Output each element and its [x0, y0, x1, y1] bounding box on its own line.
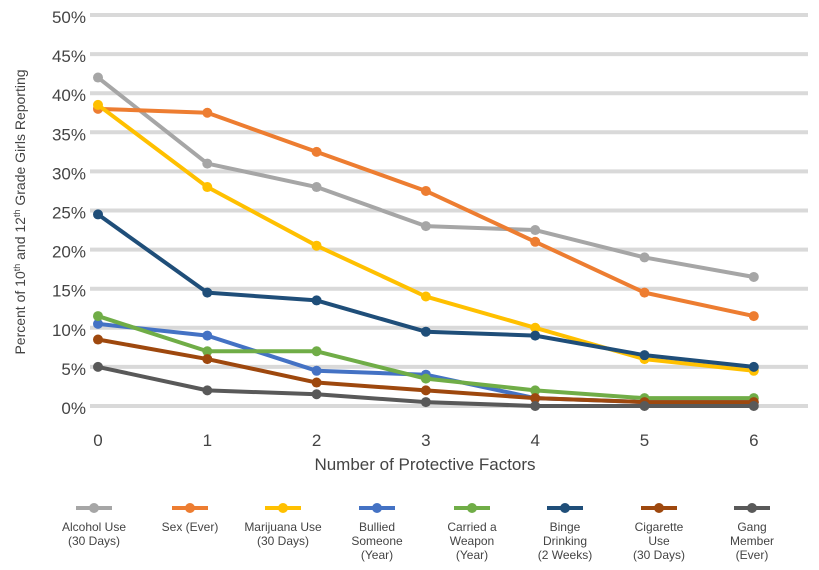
- data-point: [93, 361, 103, 372]
- series-lines: [93, 72, 759, 411]
- data-point: [420, 185, 431, 196]
- legend-swatch: [265, 503, 301, 513]
- y-tick-label: 15%: [52, 282, 86, 301]
- data-point: [311, 365, 322, 376]
- data-point: [202, 107, 213, 118]
- data-point: [639, 401, 650, 411]
- legend-label: Bullied Someone (Year): [351, 520, 403, 562]
- data-point: [748, 311, 759, 322]
- y-tick-label: 25%: [52, 204, 86, 223]
- legend-swatch: [547, 503, 583, 513]
- y-tick-label: 10%: [52, 321, 86, 340]
- data-point: [93, 209, 103, 220]
- legend-swatch: [734, 503, 770, 513]
- y-tick-label: 0%: [61, 399, 86, 418]
- y-tick-label: 50%: [52, 8, 86, 27]
- data-point: [530, 401, 541, 411]
- data-point: [311, 146, 322, 157]
- data-point: [311, 389, 322, 400]
- legend-label: Cigarette Use (30 Days): [632, 520, 685, 562]
- y-tick-label: 45%: [52, 47, 86, 66]
- data-point: [202, 182, 213, 193]
- legend-label: Binge Drinking (2 Weeks): [537, 520, 593, 562]
- data-point: [202, 158, 213, 169]
- data-point: [311, 240, 322, 251]
- data-point: [530, 393, 541, 404]
- legend-label: Gang Member (Ever): [729, 520, 774, 562]
- data-point: [311, 182, 322, 193]
- legend-swatch: [641, 503, 677, 513]
- x-tick-label: 6: [749, 431, 758, 450]
- data-point: [748, 361, 759, 372]
- data-point: [202, 385, 213, 396]
- data-point: [93, 99, 103, 110]
- legend: Alcohol Use (30 Days) Sex (Ever) Marijuana…: [40, 500, 800, 570]
- legend-label: Alcohol Use (30 Days): [61, 520, 127, 548]
- data-point: [311, 295, 322, 306]
- data-point: [748, 271, 759, 282]
- legend-item: Gang Member (Ever): [707, 500, 797, 562]
- legend-label: Sex (Ever): [161, 520, 219, 534]
- data-point: [530, 236, 541, 247]
- data-point: [748, 401, 759, 411]
- series-5: [93, 209, 759, 372]
- data-point: [420, 221, 431, 232]
- data-point: [639, 287, 650, 298]
- y-tick-label: 40%: [52, 86, 86, 105]
- data-point: [93, 334, 103, 345]
- x-axis-ticks: 0 1 2 3 4 5 6: [93, 431, 758, 450]
- data-point: [202, 346, 213, 357]
- data-point: [420, 397, 431, 408]
- data-point: [202, 287, 213, 298]
- y-axis-ticks: 0% 5% 10% 15% 20% 25% 30% 35% 40% 45% 50%: [52, 8, 86, 418]
- x-tick-label: 5: [640, 431, 649, 450]
- data-point: [420, 373, 431, 384]
- data-point: [420, 291, 431, 302]
- legend-item: Sex (Ever): [145, 500, 235, 534]
- x-tick-label: 3: [421, 431, 430, 450]
- y-axis-label: Percent of 10th and 12th Grade Girls Rep…: [12, 69, 28, 354]
- y-tick-label: 35%: [52, 125, 86, 144]
- legend-item: Binge Drinking (2 Weeks): [520, 500, 610, 562]
- legend-item: Carried a Weapon (Year): [427, 500, 517, 562]
- legend-item: Alcohol Use (30 Days): [49, 500, 139, 548]
- data-point: [420, 326, 431, 337]
- data-point: [639, 252, 650, 263]
- x-tick-label: 4: [530, 431, 539, 450]
- data-point: [93, 318, 103, 329]
- data-point: [420, 385, 431, 396]
- data-point: [530, 322, 541, 333]
- data-point: [639, 350, 650, 361]
- legend-item: Marijuana Use (30 Days): [238, 500, 328, 548]
- data-point: [311, 346, 322, 357]
- y-tick-label: 20%: [52, 243, 86, 262]
- data-point: [530, 385, 541, 396]
- legend-label: Marijuana Use (30 Days): [244, 520, 322, 548]
- data-point: [311, 377, 322, 388]
- legend-item: Cigarette Use (30 Days): [614, 500, 704, 562]
- legend-swatch: [76, 503, 112, 513]
- series-7: [93, 361, 759, 411]
- x-tick-label: 0: [93, 431, 102, 450]
- legend-label: Carried a Weapon (Year): [447, 520, 497, 562]
- legend-swatch: [359, 503, 395, 513]
- legend-item: Bullied Someone (Year): [332, 500, 422, 562]
- x-tick-label: 1: [203, 431, 212, 450]
- data-point: [530, 330, 541, 341]
- series-1: [93, 103, 759, 322]
- data-point: [93, 311, 103, 322]
- data-point: [530, 225, 541, 236]
- gridlines: [90, 13, 808, 408]
- data-point: [202, 354, 213, 365]
- y-tick-label: 5%: [61, 360, 86, 379]
- legend-swatch: [454, 503, 490, 513]
- y-tick-label: 30%: [52, 164, 86, 183]
- x-axis-label: Number of Protective Factors: [314, 455, 535, 474]
- legend-swatch: [172, 503, 208, 513]
- data-point: [202, 330, 213, 341]
- series-0: [93, 72, 759, 282]
- x-tick-label: 2: [312, 431, 321, 450]
- data-point: [93, 72, 103, 83]
